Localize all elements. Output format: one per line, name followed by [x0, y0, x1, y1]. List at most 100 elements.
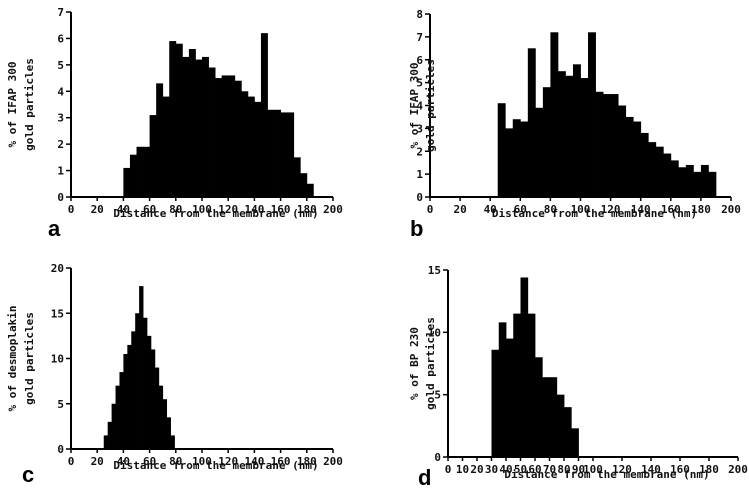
- y-tick-label: 7: [57, 6, 64, 19]
- histogram-bar: [169, 41, 177, 198]
- x-tick-label: 80: [169, 455, 182, 468]
- histogram-bar: [506, 338, 514, 457]
- histogram-bar: [491, 349, 500, 457]
- histogram-bar: [202, 56, 209, 197]
- x-tick-label: 60: [514, 203, 527, 216]
- histogram-bar: [135, 313, 140, 449]
- x-tick-label: 160: [670, 463, 690, 476]
- histogram-bar: [580, 78, 589, 197]
- histogram-bar: [215, 78, 223, 197]
- histogram-bar: [564, 407, 572, 457]
- histogram-bar: [512, 119, 521, 197]
- y-tick-label: 3: [416, 122, 423, 135]
- x-tick-label: 180: [297, 455, 317, 468]
- histogram-bar: [542, 377, 550, 457]
- histogram-bar: [505, 128, 514, 197]
- x-tick-label: 160: [271, 203, 291, 216]
- x-tick-label: 10: [456, 463, 469, 476]
- histogram-bar: [603, 94, 611, 197]
- x-tick-label: 160: [661, 203, 681, 216]
- histogram-bar: [175, 43, 183, 197]
- x-tick-label: 0: [68, 455, 75, 468]
- histogram-bar: [306, 183, 314, 197]
- x-tick-label: 140: [631, 203, 651, 216]
- y-axis-title: gold particles: [23, 312, 36, 405]
- x-tick-label: 0: [427, 203, 434, 216]
- histogram-bar: [520, 277, 529, 457]
- histogram-bar: [156, 83, 164, 197]
- y-tick-label: 3: [57, 112, 64, 125]
- x-tick-label: 120: [218, 455, 238, 468]
- y-axis-title: % of IFAP 300: [6, 61, 19, 147]
- x-tick-label: 20: [453, 203, 466, 216]
- histogram-bar: [685, 164, 694, 197]
- histogram-bar: [158, 385, 164, 449]
- histogram-bar: [565, 75, 574, 197]
- histogram-bar: [625, 116, 634, 197]
- x-tick-label: 100: [192, 203, 212, 216]
- x-tick-label: 100: [571, 203, 591, 216]
- x-tick-label: 20: [470, 463, 483, 476]
- x-tick-label: 200: [728, 463, 748, 476]
- y-axis-title: % of desmoplakin: [6, 306, 19, 412]
- y-tick-label: 10: [51, 353, 64, 366]
- histogram-bar: [123, 167, 131, 197]
- histogram-bar: [520, 121, 529, 197]
- y-axis-title: gold particles: [424, 317, 437, 410]
- histogram-bar: [618, 105, 627, 197]
- x-tick-label: 40: [484, 203, 497, 216]
- y-tick-label: 8: [416, 8, 423, 21]
- histogram-bar: [162, 96, 170, 197]
- histogram-bar: [143, 317, 148, 449]
- histogram-bar: [588, 32, 596, 197]
- histogram-bar: [572, 64, 581, 197]
- histogram-bar: [535, 357, 543, 457]
- panel-letter: d: [418, 465, 431, 490]
- panel-letter: b: [410, 216, 423, 241]
- histogram-bar: [527, 48, 536, 197]
- y-tick-label: 0: [57, 191, 64, 204]
- x-tick-label: 100: [583, 463, 603, 476]
- histogram-bar: [111, 403, 116, 449]
- x-tick-label: 140: [244, 203, 264, 216]
- x-tick-label: 180: [691, 203, 711, 216]
- x-tick-label: 60: [143, 203, 156, 216]
- x-tick-label: 200: [323, 203, 343, 216]
- histogram-bar: [497, 103, 506, 197]
- x-tick-label: 80: [544, 203, 557, 216]
- histogram-bar: [556, 394, 565, 457]
- histogram-bar: [513, 313, 521, 457]
- y-axis-title: gold particles: [23, 58, 36, 151]
- histogram-bar: [228, 75, 236, 197]
- y-axis-title: gold particles: [424, 59, 437, 152]
- histogram-bar: [208, 67, 216, 197]
- histogram-bar: [154, 367, 160, 449]
- histogram-bar: [293, 157, 301, 197]
- histogram-bar: [571, 428, 579, 457]
- x-tick-label: 60: [528, 463, 541, 476]
- histogram-bar: [143, 146, 150, 197]
- histogram-bar: [267, 109, 275, 197]
- histogram-bar: [146, 335, 152, 449]
- histogram-bar: [129, 154, 137, 197]
- y-tick-label: 5: [57, 398, 64, 411]
- x-tick-label: 20: [91, 203, 104, 216]
- x-tick-label: 60: [143, 455, 156, 468]
- histogram-bar: [648, 142, 657, 197]
- y-tick-label: 0: [57, 443, 64, 456]
- y-tick-label: 4: [57, 85, 64, 98]
- x-tick-label: 80: [169, 203, 182, 216]
- x-tick-label: 90: [572, 463, 585, 476]
- histogram-bar: [115, 385, 120, 449]
- histogram-bar: [123, 353, 128, 449]
- histogram-bar: [254, 101, 262, 197]
- histogram-bar: [162, 399, 168, 449]
- y-tick-label: 5: [57, 59, 64, 72]
- x-tick-label: 140: [244, 455, 264, 468]
- histogram-bar: [221, 75, 229, 197]
- x-tick-label: 140: [641, 463, 661, 476]
- histogram-bar: [127, 344, 132, 449]
- y-tick-label: 2: [57, 138, 64, 151]
- histogram-bar: [708, 171, 717, 197]
